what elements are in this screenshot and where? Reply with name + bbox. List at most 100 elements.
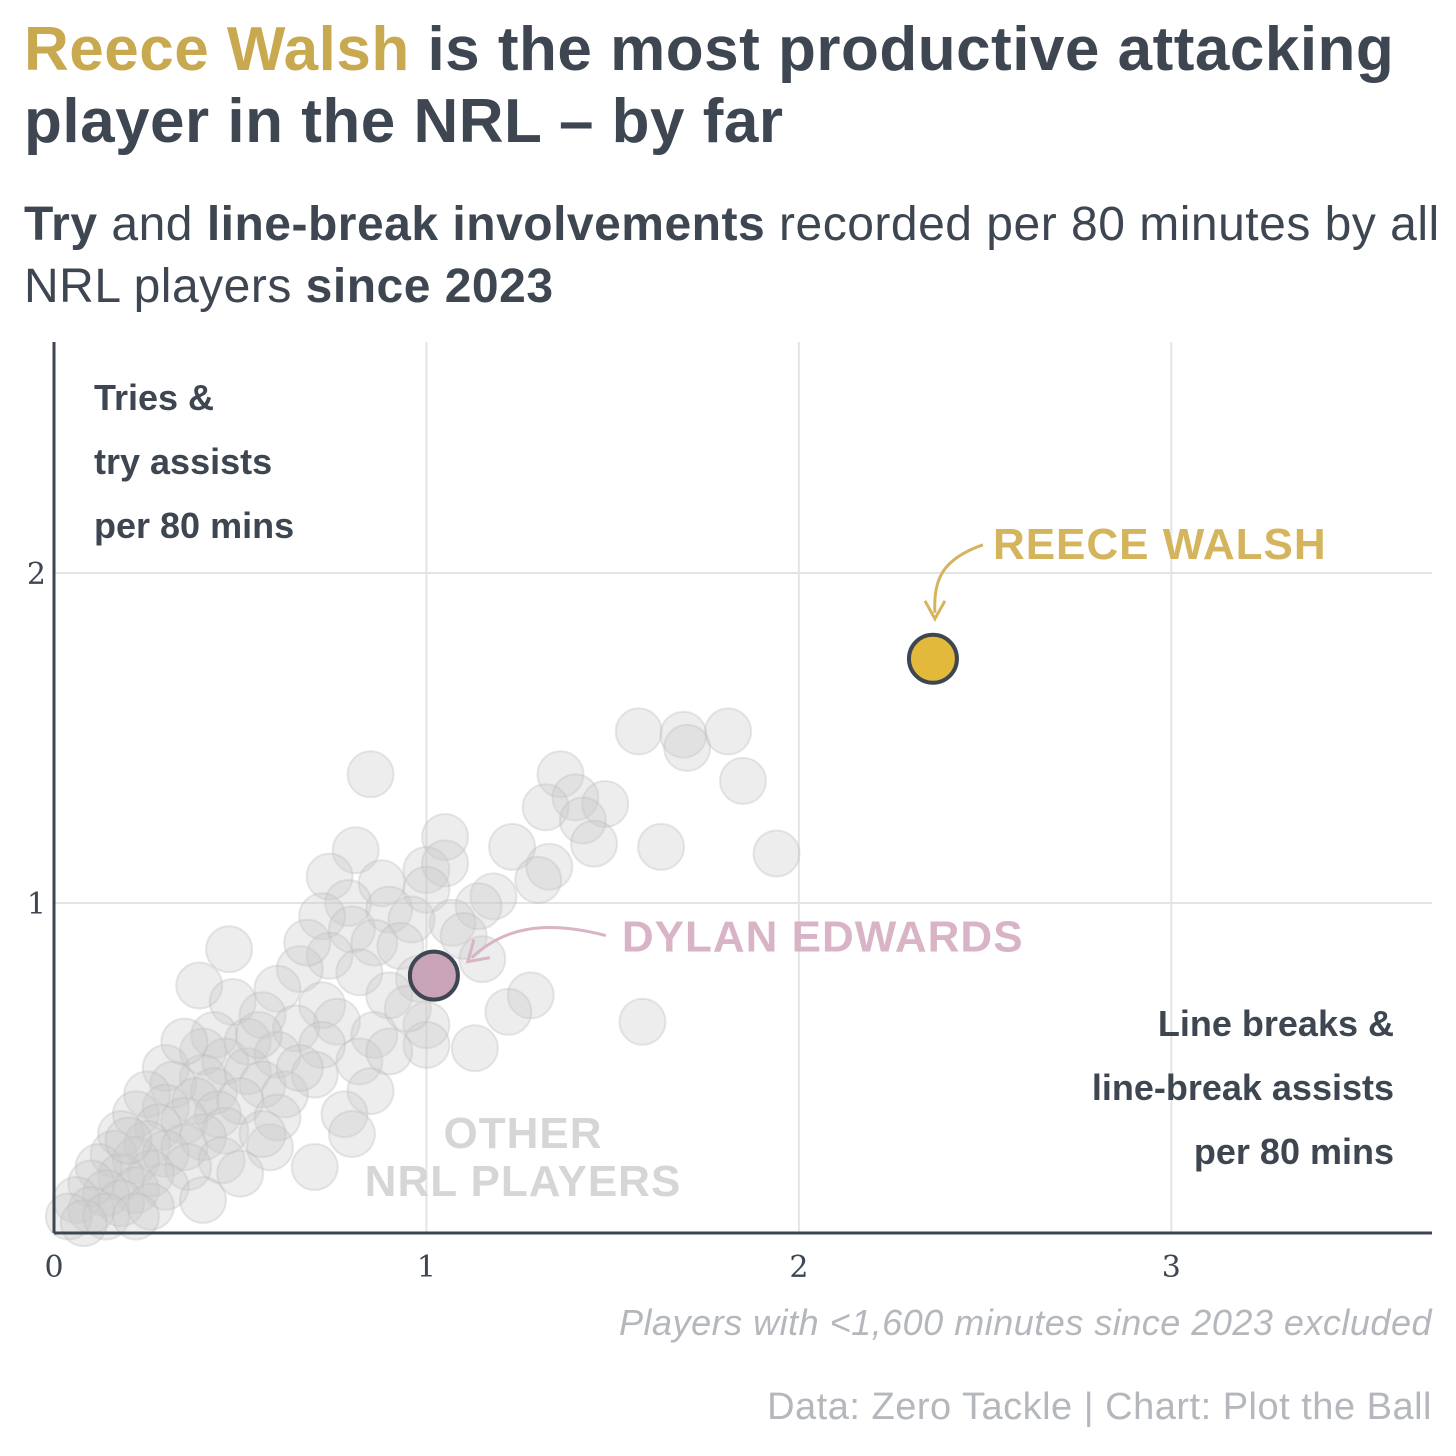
- x-tick-label: 0: [44, 1250, 63, 1285]
- chart-subtitle: Try and line-break involvements recorded…: [24, 194, 1444, 318]
- other-player-point: [488, 822, 537, 871]
- other-player-point: [97, 1179, 146, 1228]
- other-player-point: [205, 925, 254, 974]
- other-player-point: [97, 1110, 146, 1158]
- other-player-point: [298, 892, 347, 941]
- other-player-point: [216, 1149, 265, 1198]
- other-player-point: [365, 885, 414, 934]
- other-player-point: [149, 1060, 198, 1109]
- other-player-point: [421, 839, 470, 888]
- other-player-point: [454, 882, 503, 931]
- other-players-label-line: NRL PLAYERS: [365, 1157, 682, 1206]
- other-player-point: [67, 1159, 116, 1208]
- y-axis-label-line: per 80 mins: [94, 505, 294, 546]
- other-player-point: [44, 1192, 93, 1241]
- other-player-point: [82, 1192, 131, 1241]
- other-player-point: [126, 1182, 175, 1231]
- other-player-point: [111, 1090, 160, 1139]
- other-player-point: [376, 921, 425, 970]
- other-player-point: [357, 859, 406, 908]
- other-player-point: [450, 1024, 499, 1073]
- highlighted-players: [407, 632, 959, 1002]
- other-player-point: [178, 1176, 227, 1224]
- other-player-point: [551, 773, 600, 822]
- other-player-point: [331, 826, 380, 875]
- other-player-point: [178, 1053, 227, 1102]
- annotations: REECE WALSH DYLAN EDWARDS: [465, 520, 1327, 964]
- other-player-point: [350, 1011, 399, 1059]
- other-player-point: [313, 997, 362, 1046]
- other-player-point: [234, 1011, 283, 1059]
- other-player-point: [659, 710, 708, 759]
- other-player-point: [197, 1136, 246, 1185]
- edwards-label: DYLAN EDWARDS: [622, 913, 1024, 962]
- other-player-point: [346, 750, 395, 799]
- other-player-point: [160, 1123, 209, 1172]
- other-player-point: [74, 1143, 123, 1191]
- walsh-arrow-line: [933, 543, 984, 613]
- other-player-point: [253, 1030, 302, 1079]
- other-player-point: [346, 1067, 395, 1116]
- other-player-point: [111, 1136, 160, 1185]
- other-player-point: [719, 756, 767, 805]
- other-player-point: [637, 822, 686, 871]
- other-player-point: [201, 1106, 250, 1155]
- other-player-point: [104, 1116, 153, 1165]
- subtitle-text-1: and: [97, 198, 207, 251]
- other-player-point: [335, 948, 384, 997]
- other-player-point: [141, 1044, 190, 1092]
- highlight-point: [407, 949, 460, 1002]
- other-player-point: [216, 1077, 265, 1125]
- other-player-point: [141, 1162, 190, 1211]
- other-player-point: [484, 987, 533, 1036]
- other-player-point: [558, 796, 607, 845]
- other-player-point: [260, 1070, 309, 1119]
- other-player-point: [160, 1017, 209, 1066]
- other-player-point: [320, 1090, 369, 1139]
- other-player-point: [160, 1096, 209, 1145]
- other-player-point: [164, 1143, 213, 1191]
- other-player-point: [193, 1090, 242, 1139]
- other-player-point: [111, 1166, 160, 1215]
- other-player-point: [141, 1083, 190, 1132]
- y-axis-label-line: Tries &: [94, 377, 214, 418]
- other-player-point: [253, 1093, 302, 1142]
- other-player-point: [201, 1037, 250, 1086]
- other-player-point: [506, 971, 555, 1020]
- other-player-point: [175, 961, 224, 1010]
- title-highlight: Reece Walsh: [24, 15, 410, 84]
- other-player-point: [178, 1027, 227, 1076]
- other-player-point: [327, 1110, 376, 1158]
- x-axis-label-line: line-break assists: [1092, 1067, 1394, 1108]
- x-axis-label-line: Line breaks &: [1158, 1003, 1394, 1044]
- other-player-point: [663, 723, 712, 772]
- other-player-point: [439, 912, 488, 960]
- other-players-label-line: OTHER: [444, 1109, 603, 1158]
- other-player-point: [141, 1129, 190, 1178]
- other-player-point: [365, 1027, 414, 1076]
- other-player-point: [704, 707, 753, 756]
- x-tick-label: 2: [789, 1250, 808, 1285]
- other-player-point: [469, 872, 518, 921]
- axes: [52, 342, 1432, 1235]
- subtitle-bold-try: Try: [24, 198, 98, 251]
- edwards-arrow-head: [465, 939, 491, 964]
- y-axis-label-line: try assists: [94, 441, 272, 482]
- other-player-point: [581, 780, 630, 828]
- other-player-point: [283, 918, 332, 967]
- highlight-point: [906, 632, 959, 685]
- other-player-point: [59, 1199, 108, 1248]
- other-player-point: [238, 1110, 287, 1158]
- x-tick-label: 3: [1162, 1250, 1181, 1285]
- other-player-point: [521, 783, 570, 832]
- other-player-point: [134, 1103, 183, 1152]
- subtitle-bold-since: since 2023: [305, 260, 554, 313]
- other-player-point: [178, 1113, 227, 1162]
- other-player-point: [335, 1037, 384, 1086]
- other-player-point: [97, 1152, 146, 1201]
- other-player-point: [290, 1050, 339, 1099]
- axis-labels: Tries & try assists per 80 mins Line breaks…: [94, 377, 1394, 1172]
- subtitle-text-2: recorded per 80 minutes by all NRL playe…: [24, 198, 1440, 313]
- walsh-label: REECE WALSH: [993, 520, 1327, 569]
